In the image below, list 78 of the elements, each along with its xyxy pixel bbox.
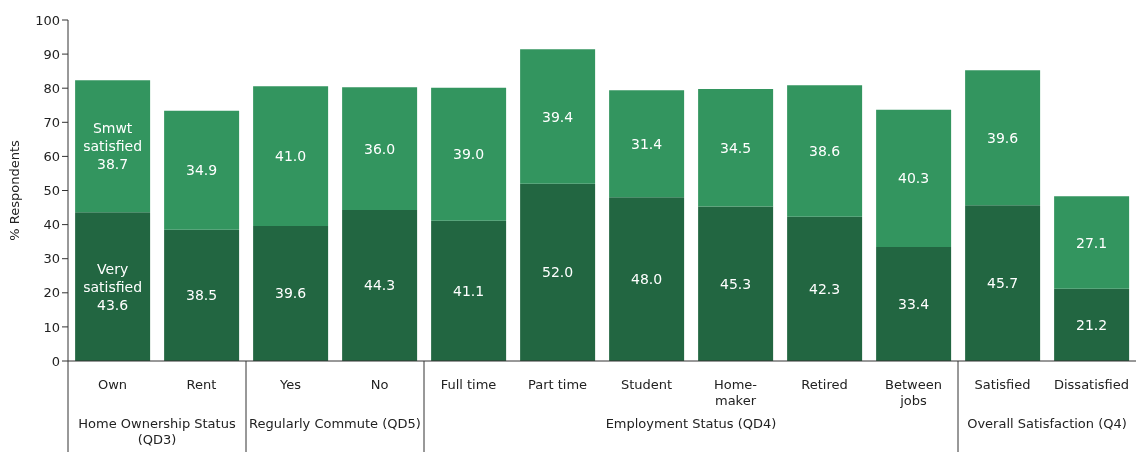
data-label: 38.5 — [186, 287, 218, 304]
y-tick-label: 0 — [51, 353, 60, 369]
x-tick-label: Full time — [440, 377, 497, 392]
data-label: 39.0 — [453, 146, 485, 163]
data-label: 52.0 — [542, 264, 574, 281]
x-tick-label: No — [370, 377, 389, 392]
bar — [431, 87, 507, 221]
y-tick-label: 70 — [43, 114, 60, 130]
y-tick-label: 50 — [43, 183, 60, 199]
bar — [965, 70, 1041, 206]
data-label: 43.6 — [97, 296, 129, 313]
y-tick-label: 80 — [43, 80, 60, 96]
x-tick-label: Between jobs — [885, 377, 942, 408]
data-label: 45.3 — [720, 275, 752, 292]
y-tick-label: 100 — [35, 12, 60, 28]
data-label: 38.7 — [97, 156, 129, 173]
bar — [1054, 196, 1130, 289]
data-label: 42.3 — [809, 280, 841, 297]
bar — [876, 109, 952, 248]
text: Home Ownership Status (QD3) — [77, 416, 237, 448]
y-tick-label: 60 — [43, 149, 60, 165]
text: Regularly Commute (QD5) — [248, 416, 422, 432]
data-label: 34.5 — [720, 139, 752, 156]
bar — [787, 85, 863, 217]
bar — [75, 80, 151, 213]
bar — [520, 183, 596, 361]
series-label: Smwt satisfied — [83, 120, 143, 155]
text: Employment Status (QD4) — [604, 416, 778, 432]
data-label: 31.4 — [631, 135, 663, 152]
data-label: 21.2 — [1076, 316, 1108, 333]
data-label: 34.9 — [186, 162, 218, 179]
data-label: 38.6 — [809, 142, 841, 159]
series-label: Very satisfied — [83, 260, 143, 295]
x-tick-label: Student — [620, 377, 673, 392]
data-label: 41.1 — [453, 282, 485, 299]
x-tick-label: Yes — [279, 377, 302, 392]
bar — [698, 88, 774, 207]
data-label: 36.0 — [364, 140, 396, 157]
bar — [698, 206, 774, 361]
data-label: 39.6 — [275, 285, 307, 302]
data-label: 44.3 — [364, 277, 396, 294]
x-tick-label: Home-maker — [713, 377, 758, 408]
data-label: 41.0 — [275, 148, 307, 165]
x-tick-label: Satisfied — [974, 377, 1031, 392]
x-tick-label: Retired — [801, 377, 848, 392]
text: Overall Satisfaction (Q4) — [966, 416, 1128, 432]
y-tick-label: 10 — [43, 319, 60, 335]
x-tick-label: Part time — [527, 377, 588, 392]
bar — [609, 90, 685, 198]
bar — [164, 229, 240, 361]
y-axis-title: % Respondents — [6, 140, 22, 241]
bar — [342, 87, 418, 210]
data-label: 27.1 — [1076, 234, 1108, 251]
bar — [520, 49, 596, 184]
data-label: 40.3 — [898, 170, 930, 187]
data-label: 48.0 — [631, 271, 663, 288]
bar — [787, 216, 863, 361]
data-label: 45.7 — [987, 275, 1019, 292]
bar — [431, 220, 507, 361]
bar — [609, 197, 685, 361]
y-tick-label: 40 — [43, 217, 60, 233]
bar — [164, 110, 240, 230]
data-label: 39.6 — [987, 129, 1019, 146]
y-tick-label: 30 — [43, 251, 60, 267]
bar — [342, 209, 418, 361]
bar — [876, 247, 952, 361]
y-tick-label: 90 — [43, 46, 60, 62]
bar — [253, 225, 329, 361]
bar — [253, 86, 329, 226]
x-tick-label: Rent — [186, 377, 217, 392]
bar — [75, 212, 151, 361]
data-label: 39.4 — [542, 108, 574, 125]
y-tick-label: 20 — [43, 285, 60, 301]
bar — [1054, 288, 1130, 361]
bar — [965, 205, 1041, 361]
x-tick-label: Dissatisfied — [1053, 377, 1130, 392]
data-label: 33.4 — [898, 296, 930, 313]
x-tick-label: Own — [97, 377, 128, 392]
